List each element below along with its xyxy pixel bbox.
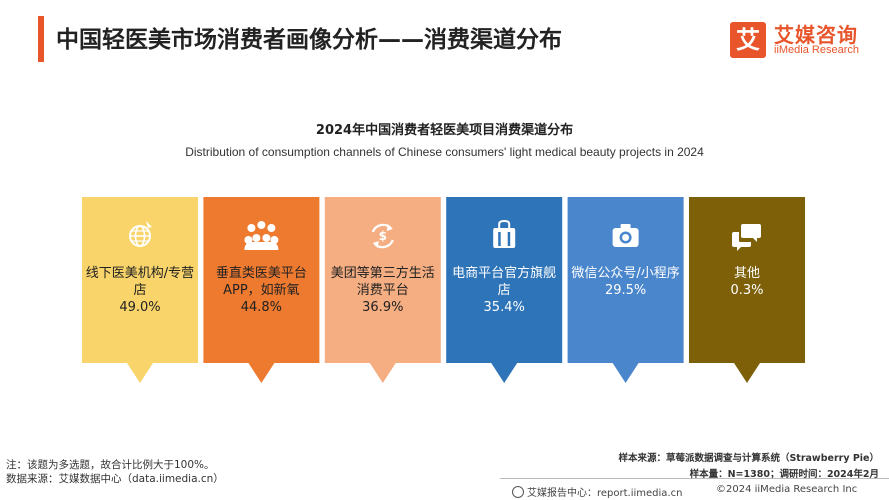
sample-source: 样本来源：草莓派数据调查与计算系统（Strawberry Pie） (618, 453, 879, 464)
chart-title: 2024年中国消费者轻医美项目消费渠道分布 (315, 123, 574, 138)
camera-icon (612, 224, 639, 247)
channel-label: 微信公众号/小程序 (571, 266, 680, 281)
channel-card (446, 197, 563, 383)
footer-copyright: ©2024 iiMedia Research Inc (716, 484, 858, 495)
channel-value: 35.4% (483, 300, 525, 315)
iimedia-logo[interactable]: 艾 艾媒咨询 iiMedia Research (730, 18, 880, 62)
channel-card (82, 197, 198, 383)
logo-english-name: iiMedia Research (774, 44, 859, 56)
logo-chinese-name: 艾媒咨询 (774, 23, 858, 47)
chart-subtitle: Distribution of consumption channels of … (185, 145, 704, 159)
chat-bubbles-icon (732, 224, 761, 251)
channel-label: 其他 (733, 266, 760, 281)
channel-card: $ (324, 197, 441, 383)
channel-card-text: 垂直类医美平台APP，如新氧 44.8% (205, 265, 317, 316)
svg-text:$: $ (379, 229, 387, 243)
channel-card-text: 电商平台官方旗舰店 35.4% (448, 265, 560, 316)
people-icon (244, 221, 279, 250)
channel-card (203, 197, 320, 383)
channel-card-bg (689, 197, 805, 383)
globe-small-icon (512, 486, 524, 498)
money-cycle-icon: $ (371, 223, 394, 249)
channel-value: 49.0% (119, 300, 161, 315)
globe-icon (129, 221, 152, 247)
channel-card-text: 微信公众号/小程序 29.5% (570, 265, 682, 299)
channel-card-bg (567, 197, 684, 383)
channel-value: 36.9% (362, 300, 404, 315)
channel-value: 44.8% (240, 300, 283, 315)
channel-card-bg (203, 197, 320, 383)
channel-card-text: 线下医美机构/专营店 49.0% (84, 265, 196, 316)
channel-card-bg (324, 197, 441, 383)
channel-label: 垂直类医美平台APP，如新氧 (215, 266, 307, 298)
data-source-note: 数据来源：艾媒数据中心（data.iimedia.cn） (6, 473, 224, 485)
channel-value: 29.5% (604, 283, 647, 298)
channel-card (689, 197, 805, 383)
channel-card (567, 197, 684, 383)
logo-mark: 艾 (730, 22, 766, 58)
channel-card-bg (446, 197, 563, 383)
footer-report-center-text: 艾媒报告中心：report.iimedia.cn (527, 488, 683, 499)
footer-divider (500, 478, 889, 479)
sample-size: 样本量：N=1380；调研时间：2024年2月 (689, 469, 879, 480)
shopping-bag-icon (493, 219, 516, 248)
channel-label: 美团等第三方生活消费平台 (330, 266, 435, 298)
footer-report-center[interactable]: 艾媒报告中心：report.iimedia.cn (512, 484, 682, 499)
title-accent-bar (38, 16, 44, 62)
page-title: 中国轻医美市场消费者画像分析——消费渠道分布 (56, 27, 562, 53)
channel-label: 线下医美机构/专营店 (85, 266, 195, 298)
channel-card-text: 其他 0.3% (691, 265, 803, 299)
channel-value: 0.3% (730, 283, 764, 298)
channel-card-text: 美团等第三方生活消费平台 36.9% (327, 265, 439, 316)
multiple-choice-note: 注：该题为多选题，故合计比例大于100%。 (6, 459, 215, 471)
channel-card-bg (82, 197, 198, 383)
channel-label: 电商平台官方旗舰店 (452, 266, 557, 298)
